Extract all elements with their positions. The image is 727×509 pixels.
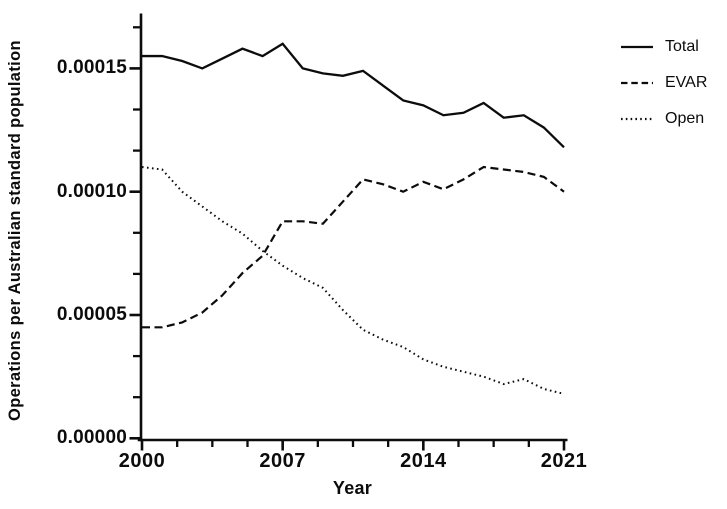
legend-label-total: Total bbox=[665, 38, 699, 55]
evar-dashed-line-sample-icon bbox=[621, 81, 653, 85]
x-tick-label: 2021 bbox=[540, 450, 588, 472]
legend-label-open: Open bbox=[665, 110, 705, 127]
open-dotted-line-sample-icon bbox=[621, 117, 653, 121]
y-tick-label: 0.00010 bbox=[56, 180, 127, 202]
legend-item-evar: EVAR bbox=[620, 71, 707, 95]
total-solid-line-sample-icon bbox=[621, 45, 653, 49]
legend: Total EVAR Open bbox=[620, 35, 707, 143]
x-axis-title: Year bbox=[332, 478, 373, 498]
x-tick-label: 2000 bbox=[118, 450, 166, 472]
x-tick-label: 2014 bbox=[400, 450, 447, 472]
y-tick-label: 0.00000 bbox=[56, 427, 127, 449]
series-line-open bbox=[141, 166, 565, 395]
x-tick-label: 2007 bbox=[259, 450, 306, 472]
legend-item-total: Total bbox=[620, 35, 707, 59]
y-tick-label: 0.00005 bbox=[56, 304, 127, 325]
y-tick-label: 0.00015 bbox=[56, 57, 127, 79]
legend-item-open: Open bbox=[620, 107, 707, 131]
series-line-evar bbox=[142, 165, 565, 329]
y-axis-title: Operations per Australian standard popul… bbox=[5, 39, 24, 421]
series-line-total bbox=[142, 42, 565, 149]
legend-label-evar: EVAR bbox=[665, 74, 708, 91]
